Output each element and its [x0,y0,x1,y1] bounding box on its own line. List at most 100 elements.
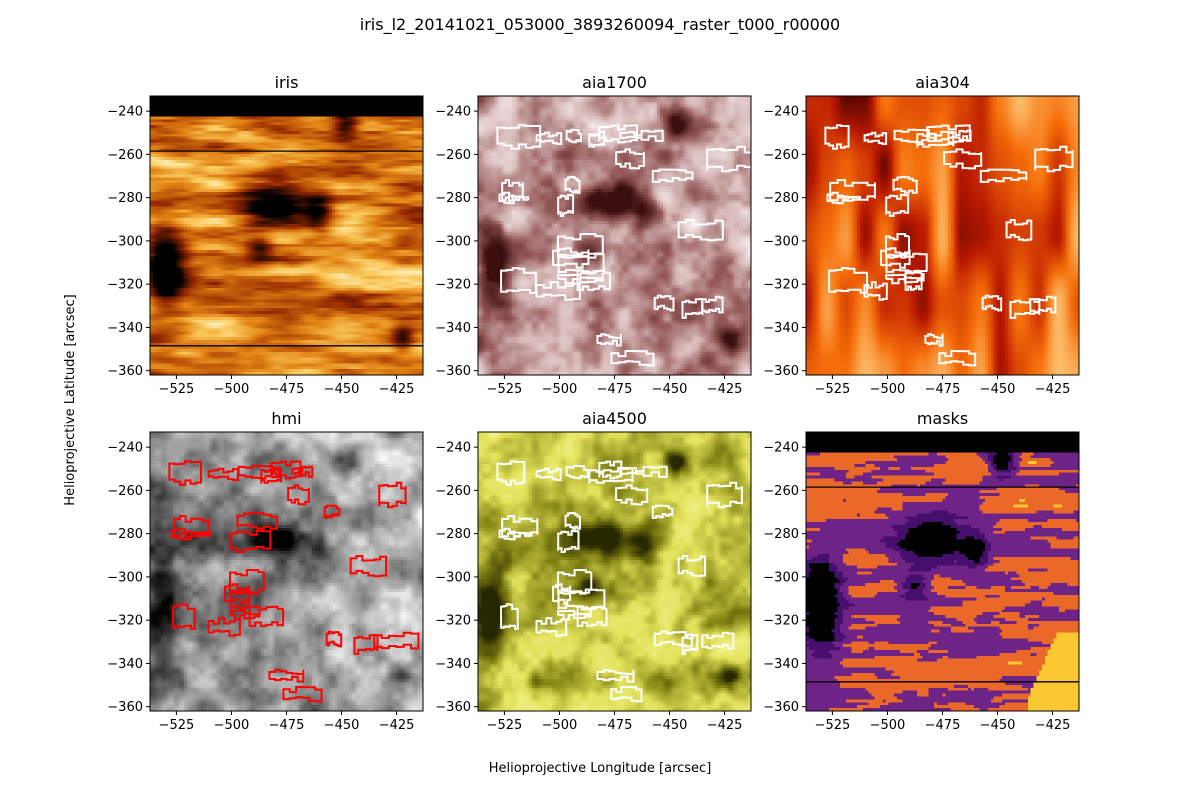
heatmap-image [478,96,751,375]
contour-path [564,175,581,194]
contour-path [938,350,977,367]
panel-title: aia304 [915,73,970,92]
y-tick-label: −280 [435,527,471,542]
x-tick-label: −425 [707,718,743,733]
x-tick-label: −525 [815,382,851,397]
panel-iris: iris −525 −500 −475 −450 −425 −360 −340 −320 −300… [107,73,424,397]
x-tick-label: −450 [980,382,1016,397]
heatmap-image [150,432,423,711]
contour-path [598,124,638,144]
contour-path [651,504,674,519]
y-tick-label: −260 [763,484,799,499]
x-tick-label: −475 [597,718,633,733]
contour-path [885,273,925,285]
contour-path [373,631,420,650]
contour-path [588,130,606,148]
contour-overlay [168,460,420,703]
x-axis-label: Helioprojective Longitude [arcsec] [489,761,712,776]
y-tick-label: −340 [107,321,143,336]
contour-path [610,686,643,703]
contour-path [207,617,241,637]
x-tick-label: −500 [214,382,250,397]
y-tick-label: −320 [107,614,143,629]
contour-path [1009,298,1041,319]
contour-path [904,269,923,291]
contour-path [615,148,645,170]
x-tick-label: −450 [980,718,1016,733]
contour-path [535,467,562,481]
contour-path [170,527,212,541]
heatmap-image [806,96,1079,375]
contour-path [353,634,379,655]
contour-path [947,129,972,142]
contour-path [557,569,593,595]
y-tick-label: −320 [435,278,471,293]
contour-path [588,466,634,484]
y-tick-label: −280 [435,191,471,206]
contour-path [557,609,592,621]
heatmap-image [150,96,423,375]
x-tick-label: −425 [1035,382,1071,397]
contour-path [1005,219,1033,242]
contour-path [826,191,859,205]
contour-path [168,460,202,486]
contour-path [172,603,196,630]
contour-path [236,511,278,530]
contour-path [706,481,743,509]
contour-path [501,515,539,538]
y-tick-label: −280 [763,191,799,206]
contour-path [828,267,868,294]
contour-path [496,460,526,486]
y-tick-label: −300 [435,234,471,249]
x-tick-label: −500 [870,718,906,733]
y-tick-label: −340 [763,657,799,672]
contour-path [610,350,655,367]
contour-overlay [496,124,751,367]
x-tick-label: −475 [269,382,305,397]
contour-path [706,145,751,173]
x-tick-label: −450 [652,382,688,397]
y-tick-label: −240 [107,441,143,456]
y-tick-label: −260 [435,148,471,163]
figure-title: iris_l2_20141021_053000_3893260094_raste… [360,15,840,35]
contour-path [565,128,582,144]
y-tick-label: −300 [107,234,143,249]
x-tick-label: −425 [1035,718,1071,733]
y-tick-label: −340 [435,657,471,672]
y-tick-label: −240 [435,105,471,120]
contour-path [653,294,675,312]
contour-path [282,686,323,703]
x-tick-label: −525 [487,718,523,733]
y-tick-label: −260 [763,148,799,163]
panel-title: aia1700 [582,73,647,92]
contour-path [229,529,272,553]
x-tick-label: −500 [542,382,578,397]
y-tick-label: −320 [763,614,799,629]
y-tick-label: −360 [435,364,471,379]
contour-path [557,233,604,259]
y-tick-label: −240 [435,441,471,456]
panel-aia1700: aia1700 −525 −500 −475 −450 −425 −360 −340 −320 −… [435,73,752,397]
contour-path [535,131,563,145]
x-tick-label: −525 [159,718,195,733]
x-tick-label: −525 [159,382,195,397]
heatmap-image [478,432,751,711]
x-tick-label: −500 [870,382,906,397]
y-tick-label: −340 [763,321,799,336]
contour-path [1034,145,1074,173]
contour-path [325,630,343,648]
contour-path [824,124,850,150]
contour-path [535,281,581,301]
contour-path [268,669,305,683]
x-tick-label: −500 [214,718,250,733]
contour-path [224,583,251,605]
y-tick-label: −360 [763,364,799,379]
contour-path [615,484,649,506]
contour-path [535,617,568,637]
contour-path [653,630,693,648]
y-tick-label: −260 [435,484,471,499]
contour-path [885,193,910,217]
contour-path [829,179,876,202]
y-tick-label: −360 [435,700,471,715]
contour-path [564,511,581,530]
